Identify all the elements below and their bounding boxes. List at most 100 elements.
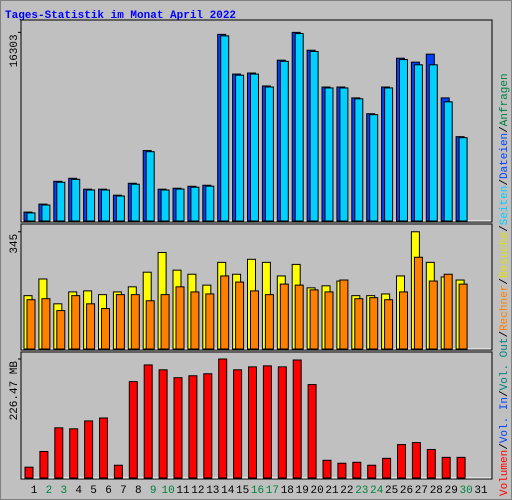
bar <box>145 151 155 222</box>
x-tick-label: 29 <box>445 485 458 497</box>
bar <box>220 35 230 222</box>
bar <box>339 279 349 350</box>
x-tick-label: 19 <box>296 485 309 497</box>
bar <box>250 290 259 350</box>
bar <box>262 365 272 479</box>
bar <box>233 369 243 479</box>
bar <box>279 283 289 350</box>
x-tick-label: 23 <box>355 485 368 497</box>
legend-item: Rechner <box>499 285 511 331</box>
bar <box>130 183 140 222</box>
x-tick-label: 9 <box>150 485 157 497</box>
bar <box>413 64 423 222</box>
x-tick-label: 3 <box>60 485 67 497</box>
legend-separator: / <box>499 331 511 338</box>
bar <box>443 273 453 350</box>
x-tick-label: 31 <box>474 485 488 497</box>
bar <box>205 293 215 350</box>
bar <box>101 189 110 222</box>
bar <box>41 204 51 222</box>
bar <box>175 286 185 350</box>
bar <box>71 295 81 350</box>
legend-item: Vol. In <box>499 397 511 443</box>
bar <box>292 359 302 479</box>
bar <box>220 275 230 350</box>
legend: Volumen/Vol. In/Vol. Out/Rechner/Besuche… <box>499 73 511 496</box>
bar <box>205 185 215 222</box>
bar <box>250 73 259 222</box>
bar <box>322 459 332 479</box>
bar <box>175 188 185 222</box>
legend-item: Vol. Out <box>499 338 511 391</box>
bar <box>337 462 347 479</box>
legend-separator: / <box>499 443 511 450</box>
bar <box>160 294 170 350</box>
bar <box>354 298 364 350</box>
bar <box>428 64 438 222</box>
bar <box>399 291 408 350</box>
bar <box>115 294 125 350</box>
bar <box>367 464 377 479</box>
bar <box>56 181 66 222</box>
bar <box>309 51 319 222</box>
x-tick-label: 20 <box>310 485 323 497</box>
bar <box>235 281 245 350</box>
y-tick-label: 226.47 MB <box>9 361 21 421</box>
bar <box>26 299 36 350</box>
x-tick-label: 4 <box>75 485 82 497</box>
bar <box>188 375 198 479</box>
bar <box>458 137 468 222</box>
bar <box>354 98 364 222</box>
bar <box>324 87 334 222</box>
bar <box>218 358 228 479</box>
bar <box>128 381 138 479</box>
bar <box>113 464 123 479</box>
bar <box>190 291 200 350</box>
x-tick-label: 14 <box>221 485 235 497</box>
bar <box>101 308 110 350</box>
bar <box>248 366 257 479</box>
legend-item: Anfragen <box>499 73 511 126</box>
bar <box>41 298 51 350</box>
x-tick-label: 27 <box>415 485 428 497</box>
x-tick-label: 17 <box>266 485 279 497</box>
legend-item: Volumen <box>499 450 511 496</box>
legend-item: Besuche <box>499 232 511 278</box>
x-tick-label: 7 <box>120 485 127 497</box>
legend-separator: / <box>499 126 511 133</box>
bar <box>294 33 304 222</box>
bar <box>69 428 79 479</box>
bar <box>411 442 421 479</box>
bar <box>99 417 108 479</box>
legend-item: Seiten <box>499 186 511 226</box>
bar <box>339 87 349 222</box>
legend-separator: / <box>499 278 511 285</box>
bar <box>71 178 81 222</box>
x-tick-label: 13 <box>206 485 219 497</box>
bar <box>203 373 213 479</box>
bar <box>24 466 34 479</box>
bar <box>130 294 140 350</box>
x-tick-label: 25 <box>385 485 398 497</box>
bar <box>26 212 36 222</box>
x-tick-label: 6 <box>105 485 112 497</box>
bar <box>428 280 438 350</box>
x-tick-label: 15 <box>236 485 249 497</box>
bar <box>399 59 408 222</box>
legend-separator: / <box>499 179 511 186</box>
bar <box>279 60 289 222</box>
legend-separator: / <box>499 225 511 232</box>
bar <box>277 366 287 479</box>
bar <box>294 284 304 350</box>
bar <box>235 74 245 222</box>
bar <box>173 377 183 479</box>
bar <box>369 297 379 350</box>
x-tick-label: 16 <box>251 485 264 497</box>
bar <box>369 114 379 222</box>
x-tick-label: 21 <box>325 485 339 497</box>
bar <box>324 291 334 350</box>
y-tick-label: 345 <box>9 234 21 254</box>
legend-separator: / <box>499 390 511 397</box>
x-tick-label: 18 <box>281 485 294 497</box>
